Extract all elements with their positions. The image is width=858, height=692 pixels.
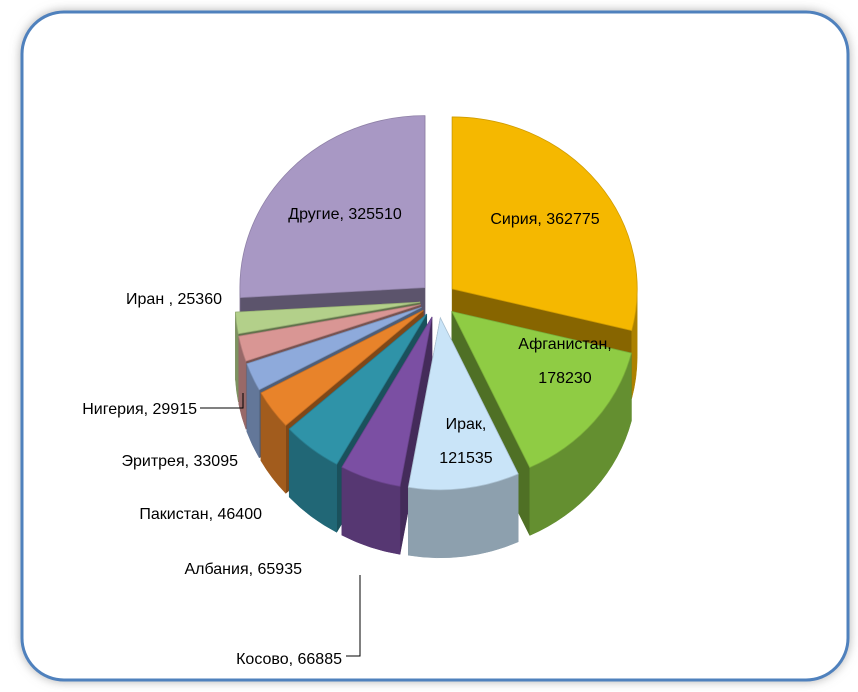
slice bbox=[238, 304, 421, 362]
slice bbox=[407, 316, 519, 491]
data-label: Другие, 325510 bbox=[288, 206, 402, 223]
data-label: Ирак, 121535 bbox=[439, 416, 492, 467]
data-label: Косово, 66885 bbox=[236, 651, 342, 668]
pie bbox=[235, 115, 638, 559]
slice bbox=[451, 310, 632, 469]
slice bbox=[246, 306, 422, 391]
data-label: Сирия, 362775 bbox=[490, 211, 599, 228]
data-label: Афганистан, 178230 bbox=[518, 336, 612, 387]
data-label: Пакистан, 46400 bbox=[139, 506, 262, 523]
data-label: Нигерия, 29915 bbox=[82, 401, 197, 418]
slice bbox=[288, 313, 428, 465]
leader-line bbox=[346, 575, 361, 657]
slice bbox=[239, 115, 426, 299]
data-label: Албания, 65935 bbox=[184, 561, 302, 578]
slice bbox=[451, 116, 638, 332]
slice bbox=[341, 316, 433, 487]
leader-line bbox=[200, 393, 244, 409]
data-label: Эритрея, 33095 bbox=[121, 453, 238, 470]
slice bbox=[235, 301, 421, 335]
labels: Сирия, 362775 Афганистан, 178230 Ирак, 12153… bbox=[82, 206, 612, 668]
slice bbox=[260, 310, 424, 426]
data-label: Иран , 25360 bbox=[126, 291, 222, 308]
